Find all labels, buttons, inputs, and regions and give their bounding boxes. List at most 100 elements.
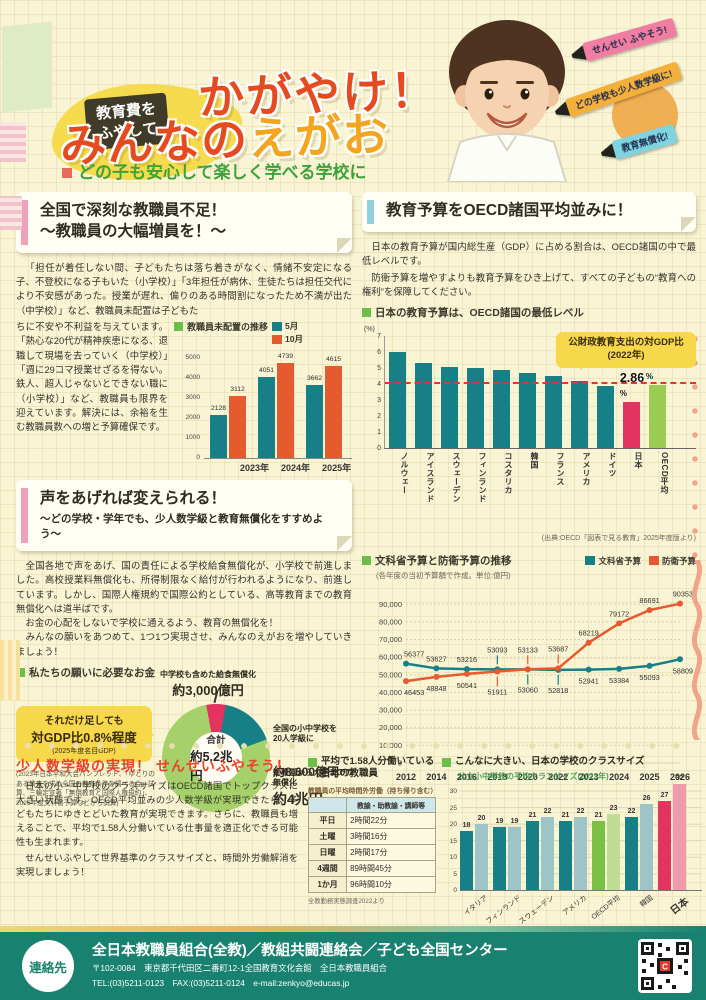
pie-label-class20: 全国の小中学校を 20人学級に 約8,600億円 <box>273 724 340 779</box>
table-row: 平日 2時間22分 <box>307 811 436 829</box>
accent-bar <box>367 200 374 224</box>
value-label: 22 <box>627 808 636 816</box>
svg-text:0: 0 <box>398 759 402 768</box>
category-label: OECD平均 <box>660 452 669 495</box>
accent-bar <box>21 488 28 543</box>
svg-text:2022: 2022 <box>548 772 568 782</box>
svg-text:48848: 48848 <box>426 684 446 693</box>
svg-text:20,000: 20,000 <box>379 723 402 732</box>
category-label: 日本 <box>668 896 692 918</box>
footer: 連絡先 全日本教職員組合(全教)／教組共闘連絡会／子ども全国センター 〒102-… <box>0 926 706 1000</box>
value-label: 2128 <box>210 405 227 413</box>
category-label: アイスランド <box>426 452 435 504</box>
bar-group: 4051 4739 <box>258 353 294 459</box>
bar-group: 22 26 <box>625 795 653 891</box>
decor-rect <box>0 122 26 162</box>
chart-title: 文科省予算と防衛予算の推移 <box>375 555 512 568</box>
axis-unit-label: (%) <box>364 326 375 334</box>
table-row: 1か月 96時間10分 <box>307 875 436 893</box>
svg-text:58809: 58809 <box>673 666 693 675</box>
bar: 22 <box>574 808 587 891</box>
chart-source: (出典:OECD「図表で見る教育」2025年度版より) <box>541 535 696 543</box>
category-label: フランス <box>556 452 565 487</box>
bar: 4739 <box>277 353 294 459</box>
value-label: 18 <box>462 821 471 829</box>
bar: 21 <box>526 812 539 891</box>
bottom-band: 少人数学級の実現！ せんせいふやそう！ 日本の小・中学校のクラスサイズはOECD… <box>12 740 704 955</box>
body-paragraph: ちに不安や不利益を与えています。「熱心な20代が精神疾患になる、退職して現場を去… <box>16 321 168 433</box>
bar-slot <box>437 336 463 449</box>
decor-square <box>0 640 20 700</box>
money-title-row: 私たちの願いに必要なお金 <box>16 665 352 680</box>
organization-names: 全日本教職員組合(全教)／教組共闘連絡会／子ども全国センター <box>92 943 508 959</box>
chart-subtitle: 公立小中学校の平均クラスサイズ(2023年) <box>458 772 609 782</box>
oecd-bar-chart: (%) 012345672.86%3.96%ノルウェーアイスランドスウェーデンフ… <box>362 326 696 532</box>
svg-text:53627: 53627 <box>426 655 446 664</box>
bar: 4615 <box>325 356 342 459</box>
bar <box>545 376 562 449</box>
legend-swatch <box>272 321 283 331</box>
bar <box>389 352 406 449</box>
category-label: スウェーデン <box>518 894 556 927</box>
chart-legend: 5月 10月 <box>272 320 303 346</box>
decor-dots-row <box>22 740 692 752</box>
category-label: 韓国 <box>530 452 539 470</box>
table-title: 教職員の平均時間外労働（持ち帰り含む） <box>308 787 438 795</box>
body-paragraph: 日本の教育予算が国内総生産（GDP）に占める割合は、OECD諸国の中で最低レベル… <box>362 240 696 267</box>
overtime-heading: 平均で1.58人分働いている日本の教職員 <box>308 756 436 781</box>
bar-slot <box>567 336 593 449</box>
qr-code: C <box>638 939 692 993</box>
category-label: コスタリカ <box>504 452 513 495</box>
category-label: フィンランド <box>478 452 487 504</box>
svg-text:2025: 2025 <box>640 772 660 782</box>
category-label: 2023年 <box>240 463 270 474</box>
boy-photo <box>446 20 568 182</box>
section-title: 声をあげれば変えられる！ <box>40 490 227 508</box>
bar: 2128 <box>210 405 227 459</box>
category-label: ドイツ <box>608 452 617 478</box>
bar <box>649 384 666 449</box>
oecd-callout: 公財政教育支出の対GDP比(2022年) <box>556 332 696 370</box>
body-paragraph: 全国各地で声をあげ、国の責任による学校給食無償化が、小学校で前進しました。高校授… <box>16 559 352 657</box>
value-label: 23 <box>609 805 618 813</box>
bar <box>571 380 588 449</box>
svg-text:2024: 2024 <box>609 772 629 782</box>
category-label: 2024年 <box>281 463 311 474</box>
blank-header <box>307 796 348 813</box>
category-label: 2025年 <box>322 463 352 474</box>
bar <box>441 366 458 449</box>
value-label: 21 <box>594 811 603 819</box>
bar-group: 18 20 <box>460 815 488 891</box>
chart-teacher-vacancy: 教職員未配置の推移 5月 10月 0 1000 2000 3000 4000 5000 21… <box>174 320 352 474</box>
svg-text:53384: 53384 <box>609 676 629 685</box>
svg-text:2016: 2016 <box>457 772 477 782</box>
svg-text:53060: 53060 <box>518 686 538 695</box>
text-and-chart-row: ちに不安や不利益を与えています。「熱心な20代が精神疾患になる、退職して現場を去… <box>16 320 352 474</box>
table-row: 土曜 3時間16分 <box>307 827 436 845</box>
bar-chart-plot: 0 1000 2000 3000 4000 5000 2128 3112 4051 4739 366… <box>185 353 352 474</box>
chart-title: 日本の教育予算は、OECD諸国の最低レベル <box>375 307 584 320</box>
bar: 32 <box>673 775 686 891</box>
bottom-left-title: 少人数学級の実現！ せんせいふやそう！ <box>16 758 291 774</box>
value-label: 19 <box>510 818 519 826</box>
money-footnote: (2023年日本平和大会パンフレット、「ゆとりのある教育を求め全国の教育条件を調… <box>16 771 155 807</box>
section-title: 全国で深刻な教職員不足！ 〜教職員の大幅増員を！〜 <box>40 202 227 240</box>
postal-address: 〒102-0084 東京都千代田区二番町12-1全国教育文化会館 全日本教職員組… <box>92 963 388 973</box>
section-raise-voice-heading: 声をあげれば変えられる！ 〜どの学校・学年でも、少人数学級と教育無償化をすすめよ… <box>16 480 352 551</box>
body-paragraph: 日本の小・中学校のクラスサイズはOECD諸国でトップクラスに大きい状態です。OE… <box>16 781 298 847</box>
pie-label-lunch: 中学校も含めた給食無償化 約3,000億円 <box>160 670 256 699</box>
bar <box>415 363 432 449</box>
bar: 3662 <box>306 375 323 459</box>
bar: 22 <box>541 808 554 891</box>
bar-group: 21 23 <box>592 805 620 891</box>
reference-line <box>385 382 696 385</box>
category-label: 日本 <box>634 452 643 470</box>
decor-dot-column <box>688 330 702 562</box>
value-label: 22 <box>543 808 552 816</box>
value-label: 4051 <box>258 367 275 375</box>
bar: 26 <box>640 795 653 891</box>
legend-swatch <box>648 556 659 566</box>
bullet-square-icon <box>442 758 451 767</box>
svg-text:40,000: 40,000 <box>379 688 402 697</box>
